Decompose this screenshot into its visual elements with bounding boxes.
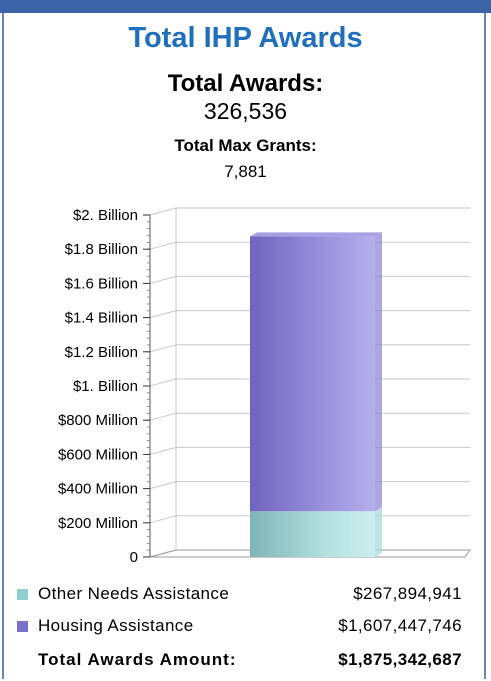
gridline-diag-3: [149, 446, 177, 455]
top-bar: [0, 0, 491, 13]
y-tick-label-0: 0: [130, 549, 138, 566]
gridline-diag-8: [149, 275, 177, 284]
legend-swatch-housing: [17, 621, 28, 632]
legend-item-housing: Housing Assistance $1,607,447,746: [17, 616, 462, 638]
y-tick-label-9: $1.8 Billion: [65, 241, 138, 258]
gridline-diag-4: [149, 412, 177, 421]
y-tick-label-4: $800 Million: [58, 412, 138, 429]
bar-segment-other-needs-assistance: [250, 511, 375, 557]
y-tick-label-8: $1.6 Billion: [65, 275, 138, 292]
panel-frame: [2, 13, 486, 679]
y-tick-label-2: $400 Million: [58, 481, 138, 498]
legend-total-row: Total Awards Amount: $1,875,342,687: [17, 650, 462, 672]
stacked-bar-chart: 0 $200 Million $400 Million $600 Million $80…: [58, 207, 471, 566]
y-tick-label-10: $2. Billion: [73, 207, 138, 224]
y-tick-label-3: $600 Million: [58, 446, 138, 463]
y-tick-label-6: $1.2 Billion: [65, 344, 138, 361]
bar-side-housing-assistance: [375, 232, 382, 512]
legend-swatch-other-needs: [17, 589, 28, 600]
page-title: Total IHP Awards: [128, 22, 363, 54]
total-max-grants-label: Total Max Grants:: [174, 136, 317, 155]
total-awards-label: Total Awards:: [167, 70, 324, 97]
gridline-diag-2: [149, 481, 177, 490]
legend-label-housing: Housing Assistance: [38, 616, 194, 635]
gridline-diag-10: [149, 207, 177, 216]
gridline-diag-7: [149, 310, 177, 319]
bar-side-other-needs-assistance: [375, 507, 382, 557]
legend-label-other-needs: Other Needs Assistance: [38, 584, 230, 603]
legend-amount-housing: $1,607,447,746: [338, 616, 462, 635]
y-tick-label-5: $1. Billion: [73, 378, 138, 395]
gridline-diag-6: [149, 344, 177, 353]
legend-item-other-needs: Other Needs Assistance $267,894,941: [17, 584, 462, 606]
y-tick-label-7: $1.4 Billion: [65, 310, 138, 327]
legend-amount-other-needs: $267,894,941: [353, 584, 462, 603]
total-awards-value: 326,536: [203, 98, 288, 124]
total-max-grants-value: 7,881: [224, 162, 267, 181]
gridline-diag-1: [149, 515, 177, 524]
total-awards-amount-value: $1,875,342,687: [338, 650, 462, 669]
y-tick-label-1: $200 Million: [58, 515, 138, 532]
bar-segment-housing-assistance: [250, 236, 375, 512]
bar-top-housing-assistance: [250, 232, 382, 237]
gridline-diag-9: [149, 241, 177, 250]
total-awards-amount-label: Total Awards Amount:: [38, 650, 237, 669]
gridline-diag-5: [149, 378, 177, 387]
